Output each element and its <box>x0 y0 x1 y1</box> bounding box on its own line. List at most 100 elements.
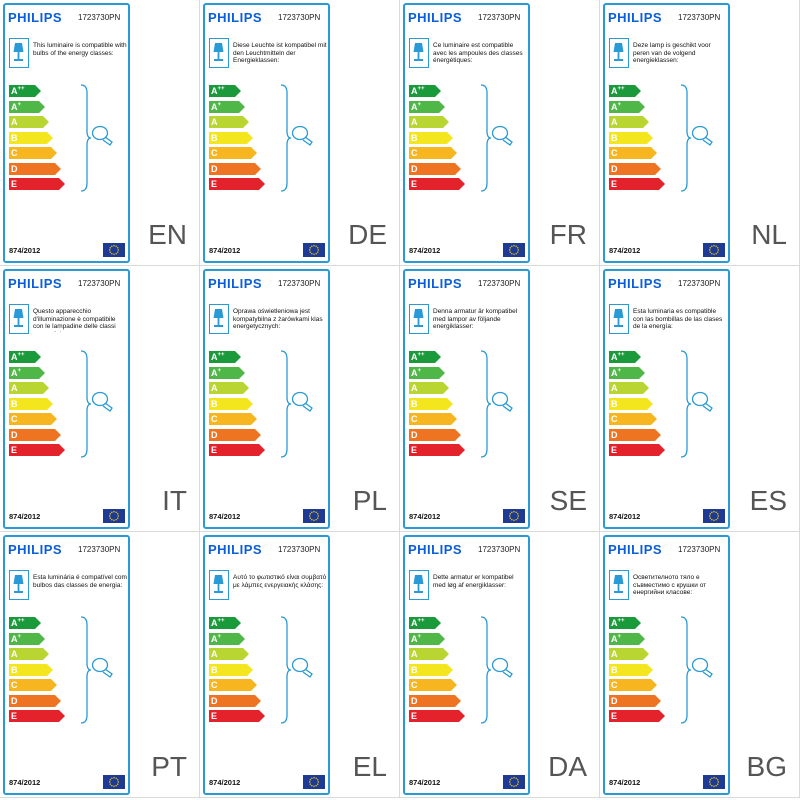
language-code: DA <box>548 751 587 782</box>
model-number: 1723730PN <box>678 279 721 288</box>
lightbulb-icon <box>491 657 517 684</box>
energy-class-letter: A+ <box>11 367 22 378</box>
energy-class-letter: A <box>211 117 218 127</box>
energy-class-letter: D <box>411 695 418 706</box>
language-code: ES <box>749 485 787 516</box>
energy-class-letter: A+ <box>211 367 222 378</box>
regulation-number: 874/2012 <box>609 246 641 255</box>
energy-class-letter: E <box>211 711 218 721</box>
language-code: EN <box>148 219 187 250</box>
energy-class-letter: B <box>611 664 618 675</box>
energy-class-bar: D <box>9 162 61 175</box>
energy-class-bar: A++ <box>409 351 441 363</box>
table-lamp-icon <box>609 38 629 68</box>
energy-class-bar: A+ <box>9 632 45 645</box>
language-code: PL <box>352 485 387 516</box>
energy-label-card: PHILIPS 1723730PN Ce luminaire est compati… <box>403 3 530 263</box>
energy-class-bar: B <box>409 397 453 410</box>
energy-class-bar: C <box>209 413 257 425</box>
energy-class-bar: D <box>9 694 61 707</box>
energy-class-letter: C <box>211 148 218 158</box>
energy-class-letter: D <box>211 429 218 440</box>
bracket-icon <box>679 615 692 730</box>
energy-class-letter: D <box>611 163 618 174</box>
energy-class-letter: A+ <box>611 367 622 378</box>
regulation-number: 874/2012 <box>409 778 441 787</box>
energy-class-bar: C <box>9 413 57 425</box>
compatibility-text: Denna armatur är kompatibel med lampor a… <box>433 308 518 330</box>
model-number: 1723730PN <box>478 13 521 22</box>
energy-class-letter: A++ <box>611 86 625 96</box>
energy-class-letter: A <box>11 649 18 659</box>
regulation-number: 874/2012 <box>609 778 641 787</box>
model-number: 1723730PN <box>278 279 321 288</box>
energy-class-bar: A+ <box>9 366 45 379</box>
brand-logo: PHILIPS <box>8 542 63 557</box>
energy-class-bar: C <box>209 679 257 691</box>
table-lamp-icon <box>609 304 629 334</box>
language-code: IT <box>162 485 187 516</box>
energy-class-bar: A++ <box>9 85 41 97</box>
energy-class-bar: A+ <box>409 632 445 645</box>
eu-flag-icon <box>703 775 725 789</box>
energy-class-letter: A++ <box>411 618 425 628</box>
table-lamp-icon <box>609 570 629 600</box>
table-lamp-icon <box>9 304 29 334</box>
energy-class-bar: A <box>609 116 649 128</box>
compatibility-text: Oprawa oświetleniowa jest kompatybilna z… <box>233 308 323 330</box>
bracket-icon <box>679 83 692 198</box>
energy-label-card: PHILIPS 1723730PN Diese Leuchte ist kompat… <box>203 3 330 263</box>
label-cell-el: PHILIPS 1723730PN Αυτό το φωτιστικό είναι … <box>200 532 400 798</box>
energy-class-bar: B <box>9 663 53 676</box>
energy-class-letter: D <box>411 163 418 174</box>
energy-class-letter: A++ <box>211 86 225 96</box>
energy-class-bar: A <box>409 648 449 660</box>
energy-class-letter: B <box>611 398 618 409</box>
energy-class-letter: E <box>411 179 418 189</box>
energy-class-bar: B <box>409 663 453 676</box>
eu-flag-icon <box>703 243 725 257</box>
energy-label-card: PHILIPS 1723730PN This luminaire is compat… <box>3 3 130 263</box>
compatibility-text: This luminaire is compatible with bulbs … <box>33 42 127 57</box>
energy-class-letter: B <box>411 398 418 409</box>
eu-flag-icon <box>303 243 325 257</box>
eu-flag-icon <box>303 509 325 523</box>
energy-class-letter: B <box>211 132 218 143</box>
energy-class-letter: D <box>411 429 418 440</box>
energy-class-bar: C <box>409 147 457 159</box>
energy-class-letter: E <box>11 711 18 721</box>
lightbulb-icon <box>91 125 117 152</box>
energy-class-bar: C <box>609 413 657 425</box>
energy-class-letter: A+ <box>611 633 622 644</box>
compatibility-text: Diese Leuchte ist kompatibel mit den Leu… <box>233 42 327 64</box>
energy-class-bar: A+ <box>209 632 245 645</box>
regulation-number: 874/2012 <box>9 512 41 521</box>
energy-class-bar: E <box>9 710 65 722</box>
energy-class-letter: A <box>11 117 18 127</box>
energy-label-card: PHILIPS 1723730PN Questo apparecchio d'ill… <box>3 269 130 529</box>
energy-class-letter: C <box>411 414 418 424</box>
energy-class-bar: A <box>209 116 249 128</box>
energy-class-bar: B <box>9 131 53 144</box>
lightbulb-icon <box>491 391 517 418</box>
table-lamp-icon <box>209 304 229 334</box>
energy-class-letter: A <box>211 649 218 659</box>
language-code: NL <box>751 219 787 250</box>
energy-class-letter: A+ <box>211 633 222 644</box>
energy-class-letter: A++ <box>11 86 25 96</box>
energy-class-bar: A <box>9 648 49 660</box>
compatibility-text: Deze lamp is geschikt voor peren van de … <box>633 42 711 64</box>
energy-class-letter: E <box>411 711 418 721</box>
bracket-icon <box>279 83 292 198</box>
energy-class-bar: E <box>9 444 65 456</box>
model-number: 1723730PN <box>78 279 121 288</box>
energy-class-bar: C <box>609 147 657 159</box>
brand-logo: PHILIPS <box>208 542 263 557</box>
energy-class-letter: D <box>611 695 618 706</box>
energy-class-letter: A <box>611 649 618 659</box>
eu-flag-icon <box>503 775 525 789</box>
energy-class-bar: A++ <box>609 85 641 97</box>
energy-class-bar: B <box>409 131 453 144</box>
energy-class-bar: C <box>9 679 57 691</box>
